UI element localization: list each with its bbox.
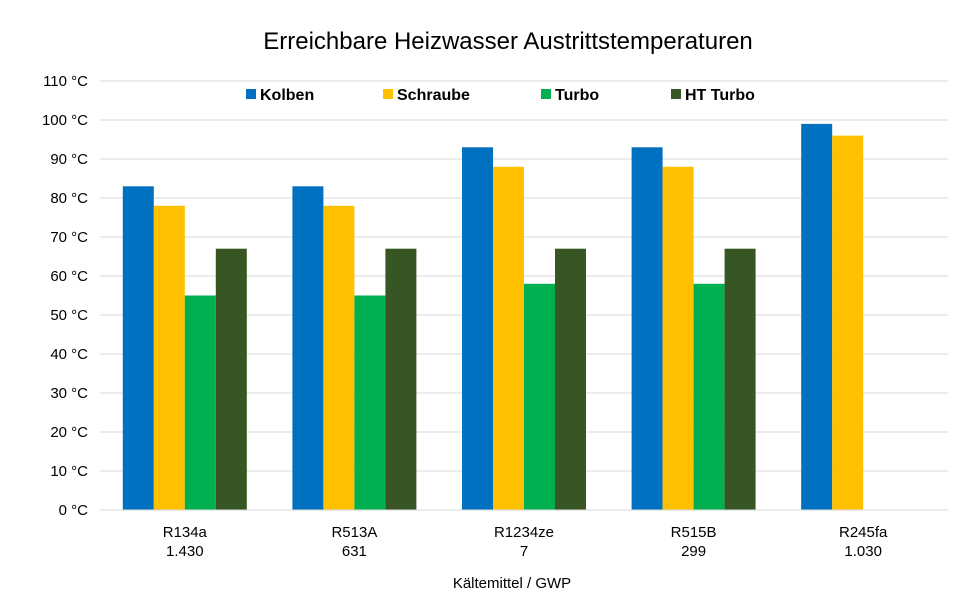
x-category-label: R513A <box>331 524 377 541</box>
legend-item-schraube: Schraube <box>383 87 470 104</box>
legend-item-kolben: Kolben <box>246 87 314 104</box>
bar-ht-turbo-r513a <box>385 248 417 510</box>
bar-kolben-r513a <box>292 186 324 511</box>
legend-item-ht-turbo: HT Turbo <box>671 87 755 104</box>
legend-item-turbo: Turbo <box>541 87 599 104</box>
y-tick-label: 20 °C <box>50 424 88 441</box>
legend-label: Kolben <box>260 87 314 104</box>
legend-label: Turbo <box>555 87 599 104</box>
x-category-gwp-label: 1.430 <box>166 543 204 560</box>
y-tick-label: 0 °C <box>59 502 89 519</box>
bar-schraube-r1234ze <box>493 166 524 511</box>
bar-turbo-r134a <box>184 295 216 510</box>
x-category-label: R134a <box>163 524 208 541</box>
bar-schraube-r515b <box>662 166 694 511</box>
y-tick-label: 90 °C <box>50 151 88 168</box>
x-category-gwp-label: 7 <box>520 543 528 560</box>
bar-kolben-r1234ze <box>462 147 493 511</box>
chart-title: Erreichbare Heizwasser Austrittstemperat… <box>263 28 753 55</box>
bar-kolben-r515b <box>631 147 663 511</box>
bar-schraube-r245fa <box>832 135 864 510</box>
legend-label: HT Turbo <box>685 87 755 104</box>
x-category-label: R515B <box>671 524 717 541</box>
y-tick-label: 50 °C <box>50 307 88 324</box>
legend-swatch <box>383 89 393 99</box>
x-category-label: R1234ze <box>494 524 554 541</box>
legend-swatch <box>246 89 256 99</box>
y-tick-label: 110 °C <box>43 73 88 90</box>
y-tick-label: 60 °C <box>50 268 88 285</box>
y-axis-ticks: 0 °C 10 °C 20 °C 30 °C 40 °C 50 °C 60 °C 70 °C 8… <box>42 73 88 519</box>
x-category-gwp-label: 631 <box>342 543 367 560</box>
y-tick-label: 80 °C <box>50 190 88 207</box>
bar-turbo-r1234ze <box>524 283 555 510</box>
bar-ht-turbo-r134a <box>215 248 247 510</box>
legend-swatch <box>671 89 681 99</box>
y-tick-label: 10 °C <box>50 463 88 480</box>
legend-label: Schraube <box>397 87 470 104</box>
x-axis-categories: R134a 1.430 R513A 631 R1234ze 7 R515B 299 R245fa… <box>163 524 888 560</box>
x-axis-title: Kältemittel / GWP <box>453 575 571 592</box>
y-tick-label: 40 °C <box>50 346 88 363</box>
bar-ht-turbo-r515b <box>724 248 756 510</box>
legend: Kolben Schraube Turbo HT Turbo <box>246 87 755 104</box>
legend-swatch <box>541 89 551 99</box>
bar-kolben-r134a <box>122 186 154 511</box>
x-category-label: R245fa <box>839 524 888 541</box>
bar-schraube-r513a <box>323 205 355 511</box>
bar-kolben-r245fa <box>801 123 833 511</box>
bar-turbo-r515b <box>693 283 725 510</box>
bar-ht-turbo-r1234ze <box>555 248 586 510</box>
y-tick-label: 30 °C <box>50 385 88 402</box>
x-category-gwp-label: 299 <box>681 543 706 560</box>
bar-turbo-r513a <box>354 295 386 510</box>
y-tick-label: 70 °C <box>50 229 88 246</box>
bars <box>122 123 864 511</box>
bar-schraube-r134a <box>153 205 185 511</box>
x-category-gwp-label: 1.030 <box>844 543 882 560</box>
y-tick-label: 100 °C <box>42 112 88 129</box>
